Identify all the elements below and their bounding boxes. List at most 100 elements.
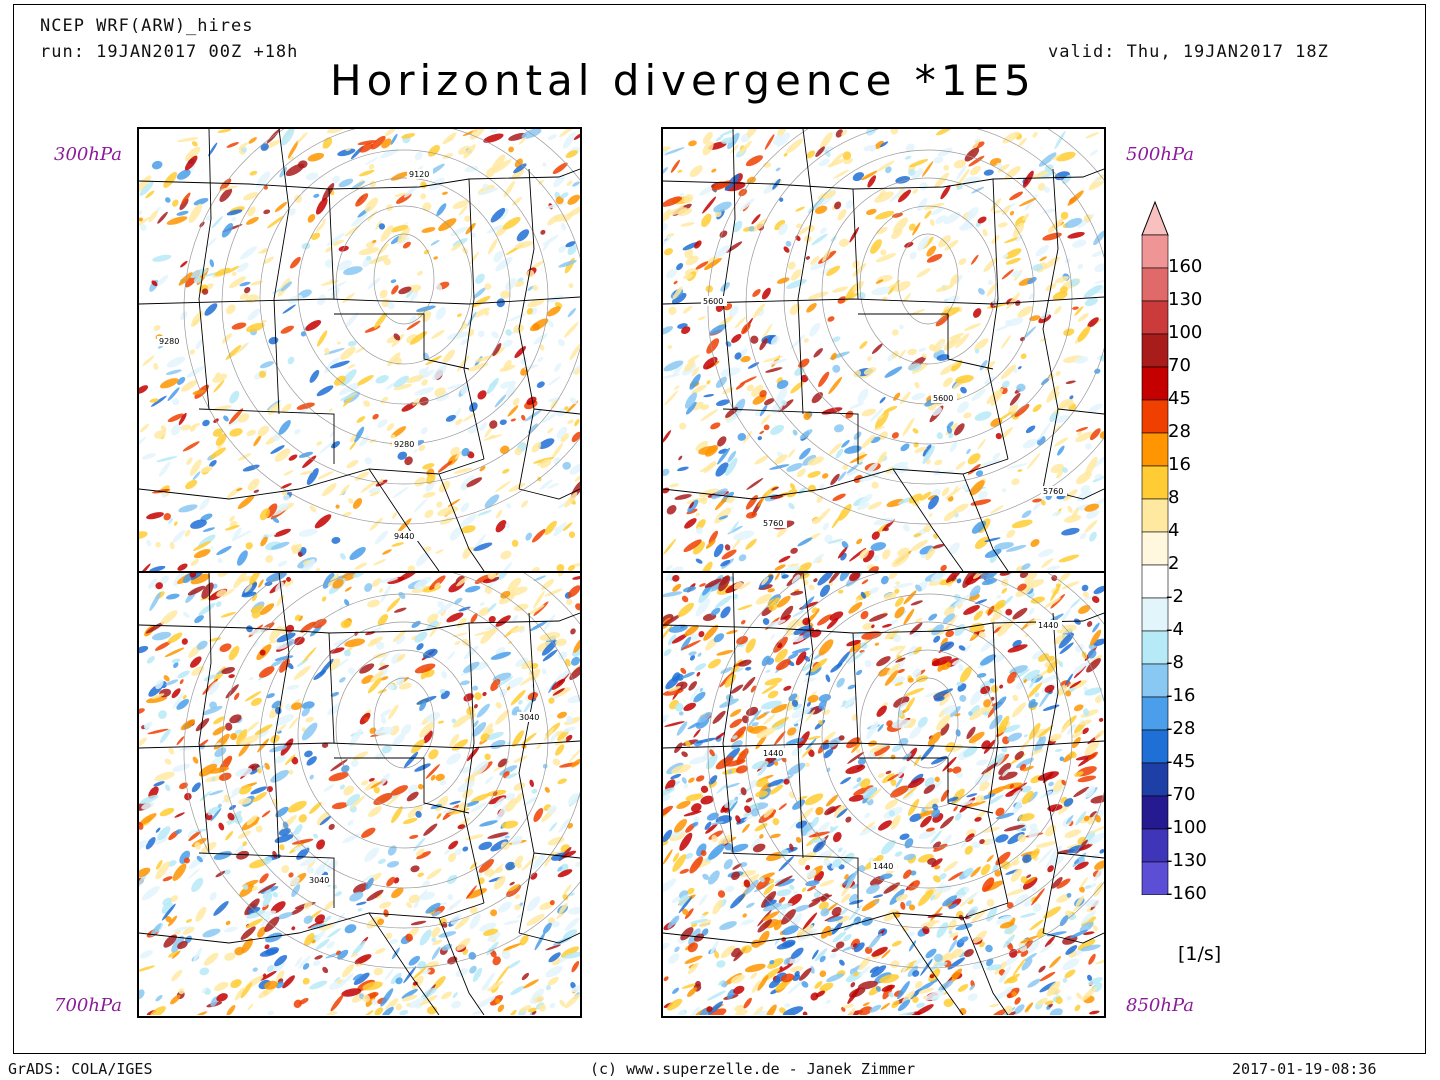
contour-line: [859, 649, 997, 809]
state-border: [797, 129, 814, 415]
colorbar-segment: [1141, 465, 1169, 500]
contour-label-bg: [1041, 486, 1067, 496]
map-panel-700hpa: 3040 3040: [137, 571, 582, 1018]
state-border: [962, 917, 1009, 1015]
state-borders: [139, 573, 580, 1015]
contour-label-bg: [407, 169, 433, 179]
contour-line: [183, 573, 580, 969]
state-border: [273, 129, 290, 415]
state-border: [663, 458, 1009, 500]
level-label-500hpa: 500hPa: [1126, 144, 1194, 165]
contour-line: [783, 593, 1073, 889]
contour-line: [707, 129, 1104, 525]
state-border: [663, 612, 1104, 634]
contour-line: [897, 677, 959, 769]
contour-line: [373, 233, 435, 325]
level-label-850hpa: 850hPa: [1126, 995, 1194, 1016]
colorbar-segment: [1141, 663, 1169, 698]
state-border: [518, 168, 535, 490]
contour-label-bg: [931, 393, 957, 403]
contour-line: [821, 621, 1035, 849]
colorbar-tick-label: 4: [1168, 520, 1180, 541]
state-border: [438, 917, 485, 1015]
state-border: [198, 129, 212, 410]
contour-line: [707, 573, 1104, 969]
colorbar-arrow-top: [1141, 200, 1169, 236]
map-panel-500hpa: 5600 5600 5760 5760: [661, 127, 1106, 573]
colorbar-segment: [1141, 498, 1169, 533]
contour-label-bg: [392, 439, 418, 449]
state-border: [533, 852, 580, 859]
state-border: [463, 622, 485, 904]
state-border: [198, 573, 212, 854]
contour-label-bg: [701, 296, 727, 306]
colorbar-segment: [1141, 696, 1169, 731]
contour-line: [297, 621, 511, 849]
contour-label: 3040: [309, 876, 329, 885]
contour-label: 3040: [519, 713, 539, 722]
state-border: [858, 313, 994, 370]
contour-label: 1440: [873, 862, 893, 871]
state-border: [139, 168, 580, 190]
colorbar-tick-label: -16: [1166, 685, 1196, 706]
state-border: [518, 612, 535, 934]
state-border: [1042, 932, 1104, 944]
colorbar-tick-label: -45: [1166, 751, 1196, 772]
level-label-700hpa: 700hPa: [54, 995, 122, 1016]
state-border: [328, 188, 335, 300]
contour-label-bg: [307, 875, 333, 885]
contour-line: [221, 129, 580, 485]
colorbar-segment: [1141, 861, 1169, 895]
contour-label: 1440: [763, 749, 783, 758]
colorbar-segment: [1141, 729, 1169, 764]
state-border: [722, 573, 736, 854]
colorbar-segment: [1141, 762, 1169, 797]
map-panel-300hpa: 9120 9280 9280 9440: [137, 127, 582, 573]
colorbar-segment: [1141, 234, 1169, 269]
contour-line: [335, 205, 473, 365]
contour-line: [297, 177, 511, 405]
state-border: [722, 852, 859, 908]
map-panel-850hpa: 1440 1440 1440: [661, 571, 1106, 1018]
state-border: [962, 473, 1009, 571]
contour-line: [783, 149, 1073, 445]
state-border: [663, 168, 1104, 190]
state-border: [368, 912, 440, 1015]
state-border: [1042, 612, 1059, 934]
colorbar-tick-label: -130: [1166, 850, 1207, 871]
state-borders: [139, 129, 580, 571]
contour-line: [859, 205, 997, 365]
contour-line: [745, 129, 1104, 485]
valid-time: valid: Thu, 19JAN2017 18Z: [1048, 42, 1329, 62]
contour-label-bg: [761, 748, 787, 758]
contour-line: [821, 177, 1035, 405]
footer-timestamp: 2017-01-19-08:36: [1232, 1060, 1377, 1078]
divergence-field: [139, 573, 580, 1015]
colorbar-segment: [1141, 399, 1169, 434]
colorbar-segment: [1141, 531, 1169, 566]
colorbar-tick-label: -100: [1166, 817, 1207, 838]
state-border: [518, 488, 580, 500]
colorbar-tick-label: 160: [1168, 256, 1203, 277]
colorbar-tick-label: -2: [1166, 586, 1184, 607]
colorbar: [1141, 200, 1169, 895]
state-border: [463, 178, 485, 460]
state-border: [139, 296, 580, 305]
colorbar-tick-label: -70: [1166, 784, 1196, 805]
contour-line: [897, 233, 959, 325]
colorbar-segment: [1141, 597, 1169, 632]
height-contours: [707, 129, 1104, 525]
state-border: [1042, 168, 1059, 490]
model-name: NCEP WRF(ARW)_hires: [40, 16, 254, 36]
divergence-field: [663, 129, 1104, 571]
plot-title: Horizontal divergence *1E5: [330, 56, 1036, 105]
state-border: [663, 902, 1009, 944]
contour-label-bg: [871, 861, 897, 871]
contour-label: 5760: [1043, 487, 1063, 496]
state-border: [722, 408, 859, 464]
contour-line: [259, 593, 549, 889]
state-border: [852, 632, 859, 744]
contour-label: 5600: [703, 297, 723, 306]
contour-line: [335, 649, 473, 809]
state-border: [198, 408, 335, 464]
